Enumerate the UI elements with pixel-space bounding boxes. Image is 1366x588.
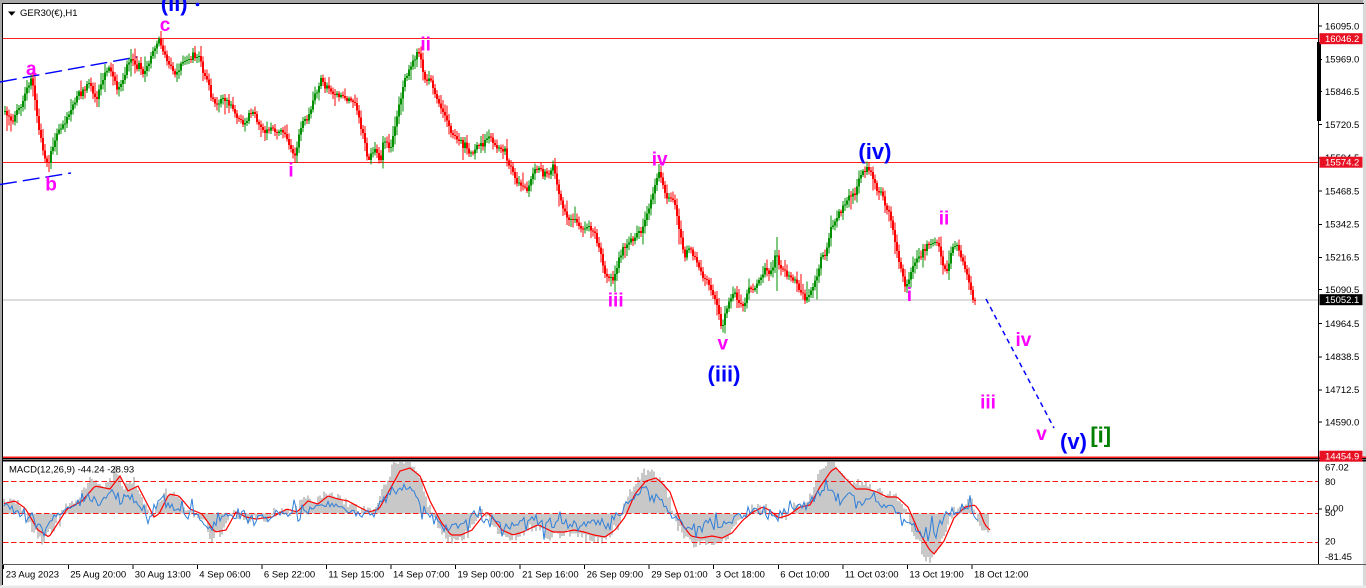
svg-text:50: 50 — [1325, 508, 1336, 519]
svg-text:i: i — [907, 285, 912, 306]
svg-text:80: 80 — [1325, 477, 1336, 488]
svg-text:c: c — [160, 15, 171, 36]
svg-text:b: b — [45, 175, 57, 196]
svg-text:14964.5: 14964.5 — [1325, 319, 1359, 330]
svg-text:23 Aug 2023: 23 Aug 2023 — [6, 570, 59, 581]
svg-text:15216.5: 15216.5 — [1325, 253, 1359, 264]
svg-text:21 Sep 16:00: 21 Sep 16:00 — [522, 570, 579, 581]
svg-text:15342.5: 15342.5 — [1325, 220, 1359, 231]
svg-text:0.00: 0.00 — [1325, 504, 1344, 515]
svg-text:6 Oct 10:00: 6 Oct 10:00 — [780, 570, 829, 581]
svg-text:(iii): (iii) — [708, 362, 741, 387]
svg-text:6 Sep 22:00: 6 Sep 22:00 — [264, 570, 315, 581]
svg-text:GER30(€),H1: GER30(€),H1 — [20, 8, 78, 19]
svg-text:14454.9: 14454.9 — [1325, 452, 1359, 463]
svg-text:(iv): (iv) — [858, 139, 891, 164]
svg-text:4 Sep 06:00: 4 Sep 06:00 — [199, 570, 250, 581]
svg-text:3 Oct 18:00: 3 Oct 18:00 — [716, 570, 765, 581]
svg-text:iii: iii — [608, 291, 624, 312]
svg-text:iii: iii — [980, 392, 996, 413]
svg-text:15052.1: 15052.1 — [1325, 295, 1359, 306]
svg-text:16095.0: 16095.0 — [1325, 21, 1359, 32]
svg-text:29 Sep 01:00: 29 Sep 01:00 — [651, 570, 708, 581]
svg-text:11 Sep 15:00: 11 Sep 15:00 — [328, 570, 384, 581]
svg-text:15574.2: 15574.2 — [1325, 158, 1359, 169]
svg-text:15468.5: 15468.5 — [1325, 186, 1359, 197]
svg-text:ii: ii — [939, 209, 950, 230]
svg-text:15720.5: 15720.5 — [1325, 120, 1359, 131]
svg-text:iv: iv — [1015, 330, 1031, 351]
svg-text:18 Oct 12:00: 18 Oct 12:00 — [974, 570, 1028, 581]
svg-text:11 Oct 03:00: 11 Oct 03:00 — [845, 570, 899, 581]
svg-text:14 Sep 07:00: 14 Sep 07:00 — [393, 570, 450, 581]
svg-text:26 Sep 09:00: 26 Sep 09:00 — [587, 570, 644, 581]
svg-text:ii: ii — [420, 34, 431, 55]
svg-text:[i]: [i] — [1090, 422, 1111, 447]
svg-text:(v): (v) — [1060, 429, 1087, 454]
svg-text:14590.0: 14590.0 — [1325, 417, 1359, 428]
svg-text:19 Sep 00:00: 19 Sep 00:00 — [458, 570, 515, 581]
svg-text:v: v — [1036, 424, 1047, 445]
svg-text:13 Oct 19:00: 13 Oct 19:00 — [909, 570, 963, 581]
svg-text:15846.5: 15846.5 — [1325, 87, 1359, 98]
svg-text:25 Aug 20:00: 25 Aug 20:00 — [70, 570, 126, 581]
svg-text:v: v — [718, 333, 729, 354]
svg-text:(ii): (ii) — [161, 0, 188, 16]
svg-text:15969.0: 15969.0 — [1325, 55, 1359, 66]
svg-text:iv: iv — [652, 150, 668, 171]
svg-text:67.02: 67.02 — [1325, 463, 1349, 474]
svg-text:30 Aug 13:00: 30 Aug 13:00 — [135, 570, 191, 581]
svg-text:MACD(12,26,9) -44.24 -28.93: MACD(12,26,9) -44.24 -28.93 — [9, 465, 134, 476]
svg-text:i: i — [288, 160, 293, 181]
svg-text:20: 20 — [1325, 537, 1336, 548]
svg-text:14838.5: 14838.5 — [1325, 352, 1359, 363]
svg-text:a: a — [26, 59, 37, 80]
svg-text:16046.2: 16046.2 — [1325, 34, 1359, 45]
svg-text:14712.5: 14712.5 — [1325, 385, 1359, 396]
svg-text:-81.45: -81.45 — [1325, 552, 1352, 563]
svg-text:15090.5: 15090.5 — [1325, 285, 1359, 296]
